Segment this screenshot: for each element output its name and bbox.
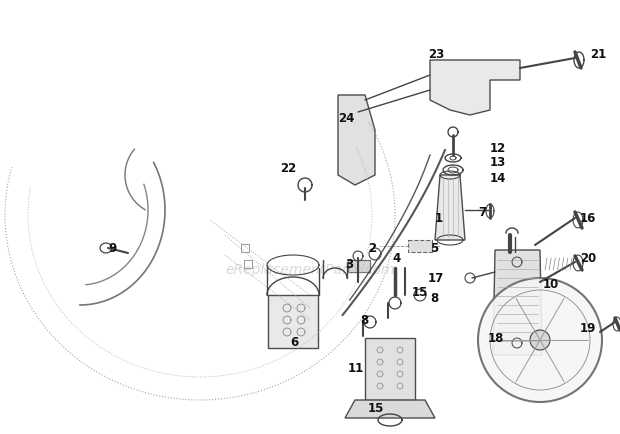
Text: 21: 21 bbox=[590, 49, 606, 62]
Text: 24: 24 bbox=[338, 112, 355, 125]
Text: 3: 3 bbox=[345, 259, 353, 272]
Text: 5: 5 bbox=[430, 241, 438, 254]
Polygon shape bbox=[268, 295, 318, 348]
Polygon shape bbox=[348, 260, 370, 272]
Text: 9: 9 bbox=[108, 241, 117, 254]
Polygon shape bbox=[430, 60, 520, 115]
Polygon shape bbox=[338, 95, 375, 185]
Text: 1: 1 bbox=[435, 211, 443, 224]
Polygon shape bbox=[345, 400, 435, 418]
Text: 23: 23 bbox=[428, 49, 445, 62]
Text: 13: 13 bbox=[490, 157, 507, 170]
Text: 11: 11 bbox=[348, 362, 365, 375]
Text: 20: 20 bbox=[580, 251, 596, 264]
Text: 19: 19 bbox=[580, 322, 596, 335]
Polygon shape bbox=[493, 250, 542, 355]
Text: 10: 10 bbox=[543, 279, 559, 292]
Text: 2: 2 bbox=[368, 241, 376, 254]
Text: 18: 18 bbox=[488, 332, 505, 345]
Polygon shape bbox=[435, 175, 465, 240]
Text: 6: 6 bbox=[290, 335, 298, 349]
Text: 16: 16 bbox=[580, 211, 596, 224]
Text: 15: 15 bbox=[368, 401, 384, 414]
Text: eReplacementParts.com: eReplacementParts.com bbox=[225, 263, 395, 277]
Text: 15: 15 bbox=[412, 286, 428, 299]
Text: 14: 14 bbox=[490, 171, 507, 184]
Text: 22: 22 bbox=[280, 161, 296, 174]
Circle shape bbox=[530, 330, 550, 350]
Text: 4: 4 bbox=[392, 251, 401, 264]
Text: 12: 12 bbox=[490, 141, 507, 155]
Text: 8: 8 bbox=[430, 292, 438, 305]
Polygon shape bbox=[408, 240, 432, 252]
Circle shape bbox=[478, 278, 602, 402]
Text: 8: 8 bbox=[360, 313, 368, 326]
Text: 17: 17 bbox=[428, 272, 445, 285]
Polygon shape bbox=[365, 338, 415, 400]
Text: 7: 7 bbox=[478, 207, 486, 220]
